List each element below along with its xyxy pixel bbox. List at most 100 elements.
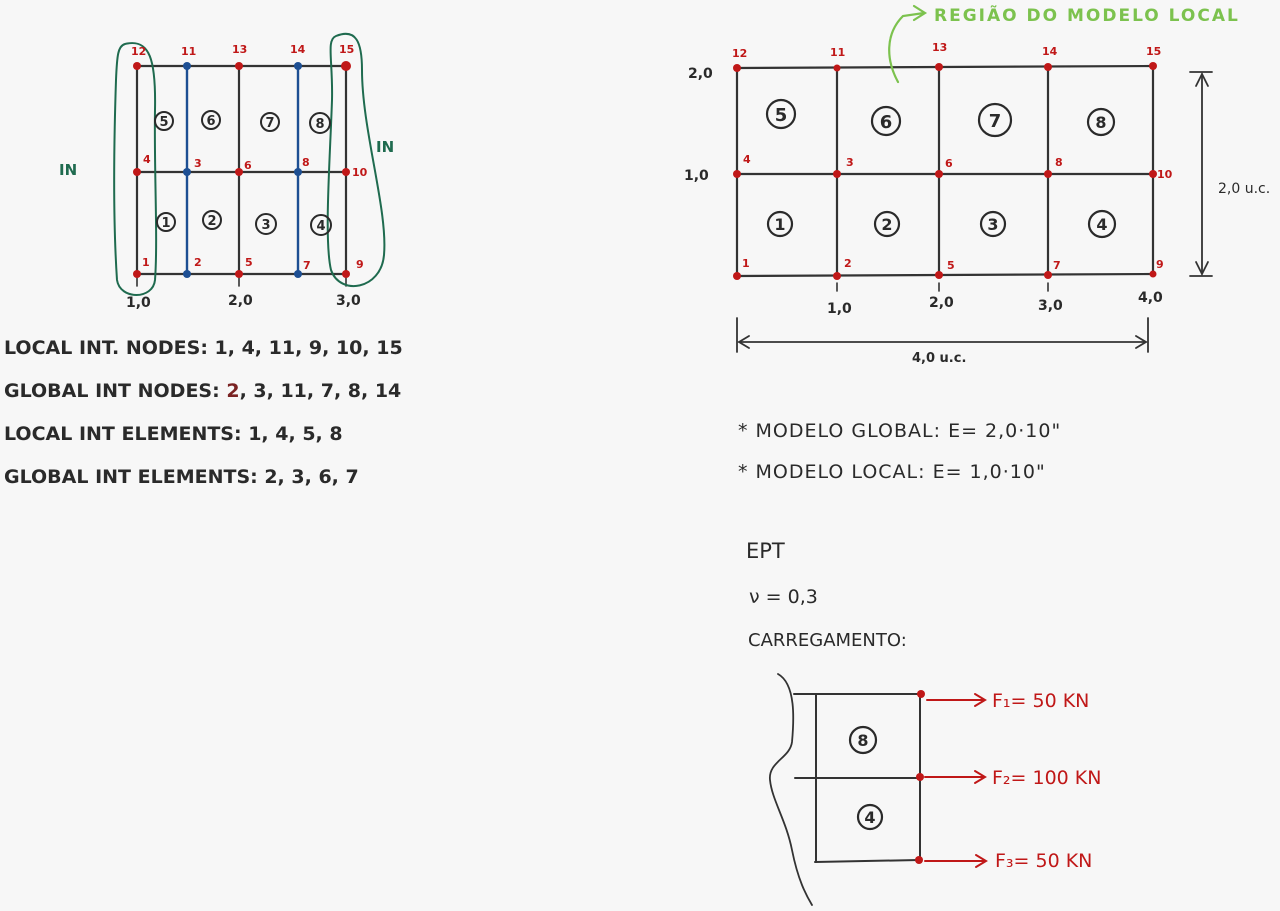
right-mesh-grid	[735, 64, 1155, 278]
node-12	[133, 62, 141, 70]
node-3	[183, 168, 191, 176]
force-f2-label: F₂= 100 KN	[992, 767, 1101, 789]
node-label: 4	[743, 153, 751, 166]
node-label: 10	[352, 166, 368, 179]
element-label: 5	[154, 111, 174, 131]
in-label-left: IN	[59, 161, 77, 179]
svg-text:5: 5	[775, 105, 788, 126]
element-label: 2	[202, 210, 222, 230]
loading-detail	[769, 673, 988, 906]
global-model-modulus: * MODELO GLOBAL: E= 2,0·10"	[738, 420, 1061, 442]
width-dimension-label: 4,0 u.c.	[912, 351, 966, 366]
node-4	[133, 168, 141, 176]
svg-text:3: 3	[261, 218, 270, 233]
node-label: 5	[245, 256, 253, 269]
axis-tick-label: 2,0	[228, 293, 253, 309]
node-8	[294, 168, 302, 176]
node-14	[1044, 63, 1052, 71]
right-element-labels: 5 6 7 8 1 2 3 4	[765, 98, 1117, 239]
node-6	[935, 170, 943, 178]
node-label: 14	[1042, 45, 1058, 58]
element-label: 1	[766, 210, 794, 238]
load-node-bot	[915, 856, 923, 864]
material-properties: * MODELO GLOBAL: E= 2,0·10" * MODELO LOC…	[738, 420, 1061, 651]
element-label: 7	[260, 112, 280, 132]
node-label: 5	[947, 259, 955, 272]
x-tick-label: 3,0	[1038, 298, 1063, 314]
loaded-nodes	[915, 690, 925, 864]
local-int-elements: LOCAL INT ELEMENTS: 1, 4, 5, 8	[4, 423, 343, 445]
node-1	[133, 270, 141, 278]
node-12	[733, 64, 741, 72]
svg-text:8: 8	[857, 731, 868, 750]
global-int-nodes-rest: , 3, 11, 7, 8, 14	[240, 380, 402, 402]
svg-text:4: 4	[316, 219, 325, 234]
loaded-element-labels: 8 4	[848, 725, 884, 831]
left-element-labels: 5 6 7 8 1 2 3 4	[154, 110, 332, 236]
node-7	[294, 270, 302, 278]
node-label: 4	[143, 153, 151, 166]
element-label: 5	[765, 98, 797, 130]
node-2	[833, 272, 841, 280]
node-5	[935, 271, 943, 279]
svg-text:7: 7	[989, 111, 1002, 132]
node-6	[235, 168, 243, 176]
node-label: 1	[742, 257, 750, 270]
force-f1-label: F₁= 50 KN	[992, 690, 1089, 712]
width-dimension	[736, 317, 1149, 353]
height-dimension	[1189, 71, 1213, 277]
node-label: 8	[302, 156, 310, 169]
node-label: 9	[356, 258, 364, 271]
element-label: 7	[977, 102, 1013, 138]
left-axis-ticks: 1,0 2,0 3,0	[126, 293, 361, 311]
in-label-right: IN	[376, 138, 394, 156]
svg-text:6: 6	[880, 112, 893, 133]
local-model-region-label: REGIÃO DO MODELO LOCAL	[934, 3, 1240, 26]
svg-text:4: 4	[1096, 215, 1107, 234]
poisson-ratio: ν = 0,3	[749, 586, 818, 608]
node-10	[1149, 170, 1157, 178]
node-label: 6	[945, 157, 953, 170]
node-4	[733, 170, 741, 178]
x-tick-label: 4,0	[1138, 290, 1163, 306]
node-10	[342, 168, 350, 176]
node-label: 2	[194, 256, 202, 269]
node-15	[341, 61, 351, 71]
y-tick-label: 1,0	[684, 168, 709, 184]
element-label: 2	[873, 210, 901, 238]
element-label: 8	[1086, 107, 1116, 137]
svg-text:1: 1	[774, 215, 785, 234]
svg-text:4: 4	[864, 808, 875, 827]
left-node-labels: 12 11 13 14 15 4 3 6 8 10 1 2 5 7 9	[131, 43, 368, 272]
node-label: 6	[244, 159, 252, 172]
x-tick-label: 1,0	[827, 301, 852, 317]
right-axis-ticks: 2,0 1,0 1,0 2,0 3,0 4,0	[684, 66, 1163, 317]
y-tick-label: 2,0	[688, 66, 713, 82]
load-node-top	[917, 690, 925, 698]
node-label: 11	[181, 45, 196, 58]
node-label: 12	[131, 45, 146, 58]
node-label: 7	[303, 259, 311, 272]
force-f3-label: F₃= 50 KN	[995, 850, 1092, 872]
svg-text:8: 8	[315, 117, 324, 132]
node-13	[235, 62, 243, 70]
global-int-nodes-first: 2	[226, 380, 239, 402]
node-13	[935, 63, 943, 71]
svg-text:2: 2	[207, 214, 216, 229]
svg-text:1: 1	[161, 216, 170, 231]
svg-text:7: 7	[265, 116, 274, 131]
section-brace	[769, 673, 813, 906]
node-label: 1	[142, 256, 150, 269]
axis-tick-label: 1,0	[126, 295, 151, 311]
element-label: 1	[156, 212, 176, 232]
node-8	[1044, 170, 1052, 178]
right-local-region-outline	[326, 32, 386, 287]
left-mesh-nodes	[133, 61, 351, 278]
local-int-nodes: LOCAL INT. NODES: 1, 4, 11, 9, 10, 15	[4, 337, 403, 359]
node-label: 13	[932, 41, 947, 54]
node-label: 15	[339, 43, 354, 56]
node-label: 7	[1053, 259, 1061, 272]
svg-text:8: 8	[1095, 113, 1106, 132]
node-label: 3	[194, 157, 202, 170]
